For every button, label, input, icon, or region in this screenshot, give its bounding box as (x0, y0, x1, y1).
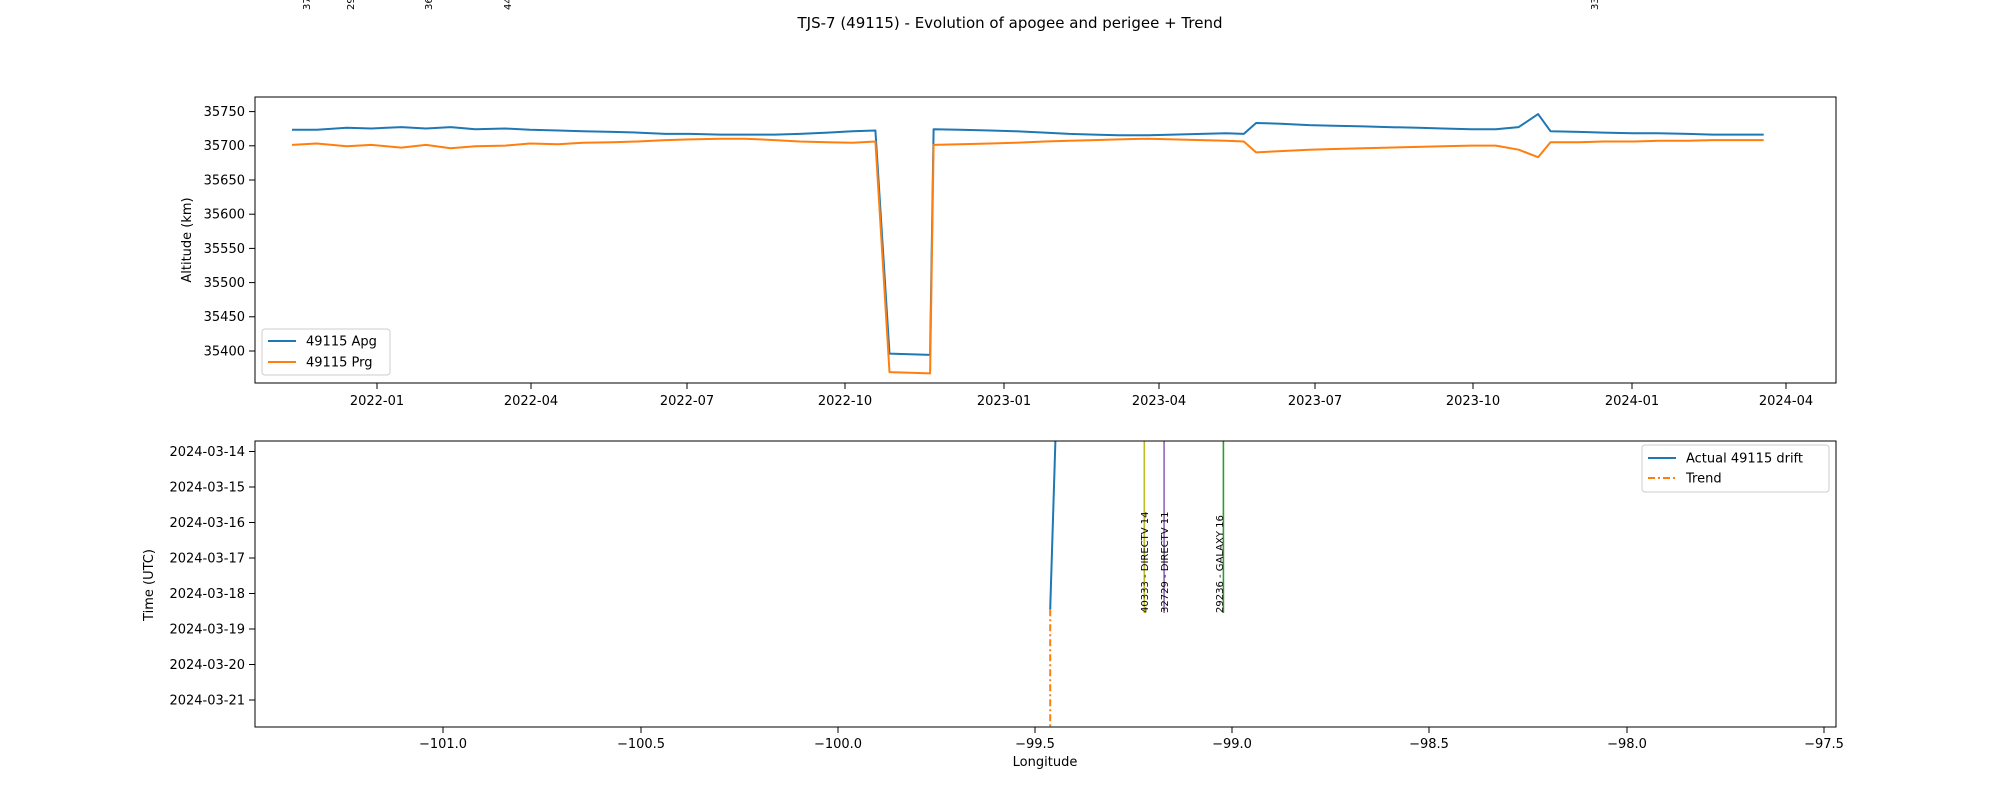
y-tick-label: 2024-03-18 (169, 587, 245, 602)
ref-sat-label-directv14: 40333 - DIRECTV 14 (1140, 511, 1151, 613)
x-tick-label: −98.0 (1607, 737, 1647, 752)
y-tick-label: 35400 (204, 345, 245, 360)
top-cut-label: 33 (1590, 0, 1601, 10)
top-cut-label: 37 (302, 0, 313, 10)
bottom-plot-frame (254, 440, 1837, 728)
legend-label-apg: 49115 Apg (306, 335, 377, 350)
x-tick-label: −101.0 (419, 737, 467, 752)
x-tick-label: 2022-07 (660, 394, 714, 409)
bottom-series-lines (1049, 440, 1225, 727)
figure-title: TJS-7 (49115) - Evolution of apogee and … (797, 14, 1223, 32)
top-cut-label: 29 (346, 0, 357, 10)
series-line-actual-drift (1049, 440, 1057, 610)
y-tick-label: 2024-03-14 (169, 445, 245, 460)
top-plot-frame (254, 96, 1837, 384)
top-y-axis: 35750 35700 35650 35600 35550 35500 3545… (204, 105, 255, 360)
legend-label-actual-drift: Actual 49115 drift (1686, 452, 1803, 467)
ref-sat-label-directv11: 32729 - DIRECTV 11 (1160, 511, 1171, 613)
y-tick-label: 35550 (204, 242, 245, 257)
x-tick-label: 2024-01 (1605, 394, 1659, 409)
series-line-apogee (292, 113, 1764, 356)
y-tick-label: 35700 (204, 139, 245, 154)
y-tick-label: 35750 (204, 105, 245, 120)
x-tick-label: 2022-10 (818, 394, 872, 409)
x-tick-label: 2023-07 (1288, 394, 1342, 409)
y-tick-label: 35450 (204, 310, 245, 325)
x-tick-label: −97.5 (1804, 737, 1844, 752)
x-tick-label: −100.0 (814, 737, 862, 752)
x-tick-label: 2023-10 (1446, 394, 1500, 409)
bottom-y-axis: 2024-03-14 2024-03-15 2024-03-16 2024-03… (169, 445, 255, 709)
y-tick-label: 2024-03-21 (169, 694, 245, 709)
bottom-y-axis-label: Time (UTC) (142, 549, 157, 622)
y-tick-label: 2024-03-20 (169, 658, 245, 673)
y-tick-label: 2024-03-15 (169, 481, 245, 496)
top-cut-labels: 37 29 36 44 33 (302, 0, 1601, 10)
top-cut-label: 44 (503, 0, 514, 10)
bottom-legend-box (1641, 444, 1830, 493)
bottom-x-axis-label: Longitude (1013, 755, 1078, 770)
y-tick-label: 2024-03-17 (169, 552, 245, 567)
legend-label-prg: 49115 Prg (306, 356, 372, 371)
ref-sat-label-galaxy16: 29236 - GALAXY 16 (1215, 515, 1226, 613)
y-tick-label: 2024-03-16 (169, 516, 245, 531)
top-y-axis-label: Altitude (km) (180, 197, 195, 282)
y-tick-label: 35650 (204, 174, 245, 189)
apogee-perigee-chart: 35750 35700 35650 35600 35550 35500 3545… (180, 96, 1837, 409)
x-tick-label: 2024-04 (1759, 394, 1813, 409)
x-tick-label: 2023-01 (977, 394, 1031, 409)
top-cut-label: 36 (424, 0, 435, 10)
top-x-axis: 2022-01 2022-04 2022-07 2022-10 2023-01 … (350, 383, 1813, 409)
top-series-lines (291, 113, 1764, 375)
y-tick-label: 2024-03-19 (169, 623, 245, 638)
bottom-legend: Actual 49115 drift Trend (1641, 444, 1830, 493)
y-tick-label: 35500 (204, 276, 245, 291)
series-line-perigee (291, 137, 1764, 375)
x-tick-label: −99.0 (1212, 737, 1252, 752)
x-tick-label: 2023-04 (1132, 394, 1186, 409)
x-tick-label: 2022-01 (350, 394, 404, 409)
x-tick-label: −98.5 (1409, 737, 1449, 752)
y-tick-label: 35600 (204, 208, 245, 223)
top-legend: 49115 Apg 49115 Prg (261, 328, 391, 376)
longitude-drift-chart: 40333 - DIRECTV 14 32729 - DIRECTV 11 29… (142, 440, 1844, 770)
bottom-x-axis: −101.0 −100.5 −100.0 −99.5 −99.0 −98.5 −… (419, 727, 1844, 752)
legend-label-trend: Trend (1685, 472, 1722, 487)
x-tick-label: −100.5 (617, 737, 665, 752)
x-tick-label: 2022-04 (504, 394, 558, 409)
x-tick-label: −99.5 (1015, 737, 1055, 752)
